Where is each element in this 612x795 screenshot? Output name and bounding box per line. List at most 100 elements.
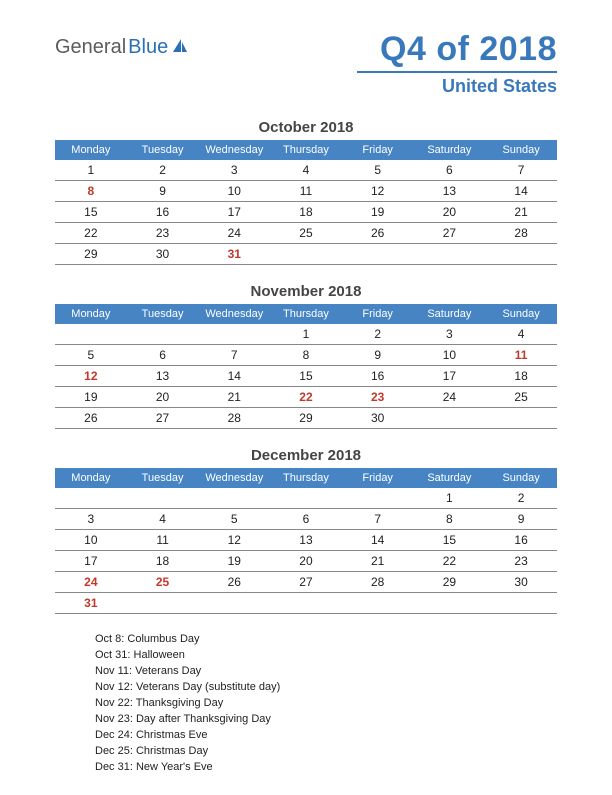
calendar-cell: 19 (342, 202, 414, 223)
calendar-cell: 14 (485, 181, 557, 202)
calendar-cell (485, 593, 557, 614)
calendar-cell: 12 (342, 181, 414, 202)
calendar-cell: 7 (485, 160, 557, 181)
calendar-cell (127, 593, 199, 614)
calendar-cell: 31 (55, 593, 127, 614)
calendar-cell: 6 (270, 509, 342, 530)
month-title: November 2018 (55, 283, 557, 300)
day-header: Saturday (414, 304, 486, 324)
calendar-month: November 2018MondayTuesdayWednesdayThurs… (55, 283, 557, 429)
calendar-cell (485, 408, 557, 429)
calendar-cell: 23 (127, 223, 199, 244)
calendar-cell: 11 (485, 345, 557, 366)
calendar-cell (414, 408, 486, 429)
calendar-cell: 19 (55, 387, 127, 408)
day-header: Sunday (485, 468, 557, 488)
calendar-cell: 13 (127, 366, 199, 387)
calendar-row: 19202122232425 (55, 387, 557, 408)
calendar-month: October 2018MondayTuesdayWednesdayThursd… (55, 119, 557, 265)
calendar-cell: 22 (270, 387, 342, 408)
calendar-cell: 20 (127, 387, 199, 408)
sail-icon (171, 37, 189, 60)
calendar-cell: 17 (414, 366, 486, 387)
holiday-entry: Oct 31: Halloween (95, 648, 557, 664)
day-header: Tuesday (127, 304, 199, 324)
calendar-cell (342, 488, 414, 509)
calendar-cell: 12 (198, 530, 270, 551)
calendar-cell: 21 (342, 551, 414, 572)
calendar-cell: 20 (414, 202, 486, 223)
calendars-container: October 2018MondayTuesdayWednesdayThursd… (55, 119, 557, 614)
calendar-cell: 14 (342, 530, 414, 551)
calendar-cell: 2 (485, 488, 557, 509)
calendar-cell: 23 (485, 551, 557, 572)
day-header: Saturday (414, 140, 486, 160)
day-header: Tuesday (127, 140, 199, 160)
calendar-cell: 18 (127, 551, 199, 572)
calendar-cell: 4 (485, 324, 557, 345)
calendar-cell: 22 (55, 223, 127, 244)
calendar-cell: 9 (127, 181, 199, 202)
logo-text-blue: Blue (128, 36, 168, 59)
calendar-cell: 8 (270, 345, 342, 366)
calendar-cell (55, 324, 127, 345)
calendar-cell: 27 (270, 572, 342, 593)
calendar-cell: 15 (414, 530, 486, 551)
calendar-cell: 2 (342, 324, 414, 345)
calendar-cell: 23 (342, 387, 414, 408)
calendar-cell: 28 (485, 223, 557, 244)
calendar-cell: 5 (342, 160, 414, 181)
holiday-entry: Nov 23: Day after Thanksgiving Day (95, 712, 557, 728)
day-header: Saturday (414, 468, 486, 488)
title-block: Q4 of 2018 United States (357, 30, 557, 97)
calendar-month: December 2018MondayTuesdayWednesdayThurs… (55, 447, 557, 614)
holidays-list: Oct 8: Columbus DayOct 31: HalloweenNov … (55, 632, 557, 775)
calendar-cell (198, 593, 270, 614)
calendar-cell: 30 (485, 572, 557, 593)
calendar-row: 10111213141516 (55, 530, 557, 551)
calendar-cell: 24 (198, 223, 270, 244)
day-header: Sunday (485, 304, 557, 324)
calendar-cell (198, 324, 270, 345)
calendar-row: 1234567 (55, 160, 557, 181)
day-header: Friday (342, 140, 414, 160)
calendar-cell: 14 (198, 366, 270, 387)
calendar-row: 567891011 (55, 345, 557, 366)
calendar-row: 293031 (55, 244, 557, 265)
page-subtitle: United States (357, 71, 557, 97)
day-header: Wednesday (198, 468, 270, 488)
calendar-cell: 26 (55, 408, 127, 429)
calendar-cell: 17 (55, 551, 127, 572)
calendar-cell: 24 (55, 572, 127, 593)
calendar-cell: 25 (270, 223, 342, 244)
calendar-cell (414, 593, 486, 614)
calendar-cell (414, 244, 486, 265)
day-header: Friday (342, 304, 414, 324)
calendar-cell: 24 (414, 387, 486, 408)
day-header: Sunday (485, 140, 557, 160)
calendar-cell: 28 (198, 408, 270, 429)
calendar-cell: 3 (198, 160, 270, 181)
calendar-cell: 18 (270, 202, 342, 223)
calendar-cell: 27 (127, 408, 199, 429)
day-header: Thursday (270, 468, 342, 488)
calendar-cell: 30 (127, 244, 199, 265)
calendar-cell: 17 (198, 202, 270, 223)
calendar-cell: 19 (198, 551, 270, 572)
calendar-row: 2627282930 (55, 408, 557, 429)
calendar-cell: 1 (270, 324, 342, 345)
calendar-cell: 3 (414, 324, 486, 345)
calendar-row: 15161718192021 (55, 202, 557, 223)
calendar-cell (270, 244, 342, 265)
calendar-cell: 4 (270, 160, 342, 181)
day-header: Thursday (270, 304, 342, 324)
day-header: Monday (55, 468, 127, 488)
calendar-cell: 13 (270, 530, 342, 551)
calendar-cell: 10 (55, 530, 127, 551)
calendar-cell: 13 (414, 181, 486, 202)
page: General Blue Q4 of 2018 United States Oc… (0, 0, 612, 795)
calendar-cell: 15 (270, 366, 342, 387)
holiday-entry: Dec 25: Christmas Day (95, 744, 557, 760)
calendar-cell: 7 (342, 509, 414, 530)
calendar-cell: 31 (198, 244, 270, 265)
